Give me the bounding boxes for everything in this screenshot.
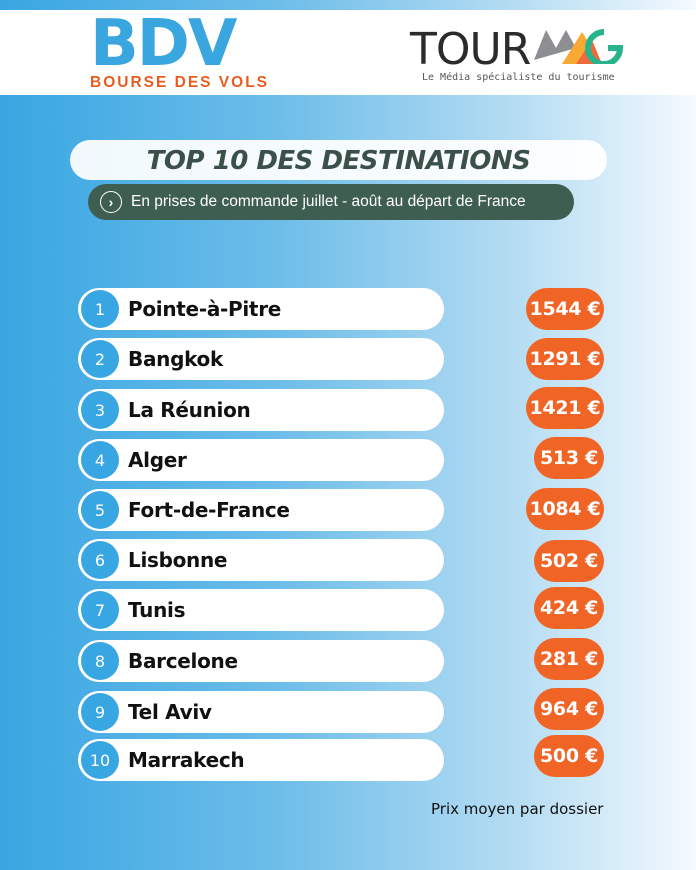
price-badge: 1291 €: [526, 338, 604, 380]
rank-badge: 1: [81, 290, 119, 328]
price-badge: 1084 €: [526, 488, 604, 530]
city-name: Fort-de-France: [128, 498, 290, 522]
rank-badge: 5: [81, 491, 119, 529]
page-title: TOP 10 DES DESTINATIONS: [70, 140, 607, 180]
bdv-logo: BDV BOURSE DES VOLS: [90, 12, 269, 92]
rank-badge: 8: [81, 642, 119, 680]
rank-badge: 10: [81, 741, 119, 779]
price-badge: 281 €: [534, 638, 604, 680]
destination-row: 3 La Réunion: [78, 389, 444, 431]
city-name: Tunis: [128, 598, 186, 622]
destination-row: 8 Barcelone: [78, 640, 444, 682]
chevron-right-circle-icon: ›: [100, 191, 122, 213]
rank-badge: 2: [81, 340, 119, 378]
city-name: Alger: [128, 448, 187, 472]
destination-row: 10 Marrakech: [78, 739, 444, 781]
city-name: Barcelone: [128, 649, 238, 673]
destination-row: 6 Lisbonne: [78, 539, 444, 581]
rank-badge: 9: [81, 693, 119, 731]
rank-badge: 3: [81, 391, 119, 429]
rank-badge: 7: [81, 591, 119, 629]
city-name: Pointe-à-Pitre: [128, 297, 282, 321]
subtitle-text: En prises de commande juillet - août au …: [131, 193, 526, 210]
bdv-logo-mark: BDV: [90, 7, 237, 81]
city-name: Lisbonne: [128, 548, 228, 572]
mag-mountains-icon: [532, 24, 624, 64]
price-badge: 502 €: [534, 540, 604, 582]
destination-row: 2 Bangkok: [78, 338, 444, 380]
city-name: La Réunion: [128, 398, 251, 422]
subtitle-banner: › En prises de commande juillet - août a…: [88, 184, 574, 220]
destination-row: 4 Alger: [78, 439, 444, 481]
tourmag-logo-word: TOUR: [410, 24, 531, 75]
tourmag-tagline: Le Média spécialiste du tourisme: [422, 72, 615, 83]
footer-note: Prix moyen par dossier: [431, 800, 604, 818]
price-badge: 500 €: [534, 735, 604, 777]
bdv-logo-subtitle: BOURSE DES VOLS: [90, 74, 269, 91]
price-badge: 1421 €: [526, 387, 604, 429]
destination-row: 1 Pointe-à-Pitre: [78, 288, 444, 330]
tourmag-logo: TOUR Le Média spécialiste du tourisme: [410, 24, 624, 83]
rank-badge: 6: [81, 541, 119, 579]
city-name: Tel Aviv: [128, 700, 212, 724]
destination-row: 5 Fort-de-France: [78, 489, 444, 531]
city-name: Marrakech: [128, 748, 245, 772]
price-badge: 1544 €: [526, 288, 604, 330]
destination-row: 7 Tunis: [78, 589, 444, 631]
price-badge: 513 €: [534, 437, 604, 479]
price-badge: 964 €: [534, 688, 604, 730]
rank-badge: 4: [81, 441, 119, 479]
city-name: Bangkok: [128, 347, 223, 371]
header-banner: BDV BOURSE DES VOLS TOUR Le Média spécia…: [0, 10, 696, 95]
price-badge: 424 €: [534, 587, 604, 629]
destination-row: 9 Tel Aviv: [78, 691, 444, 733]
